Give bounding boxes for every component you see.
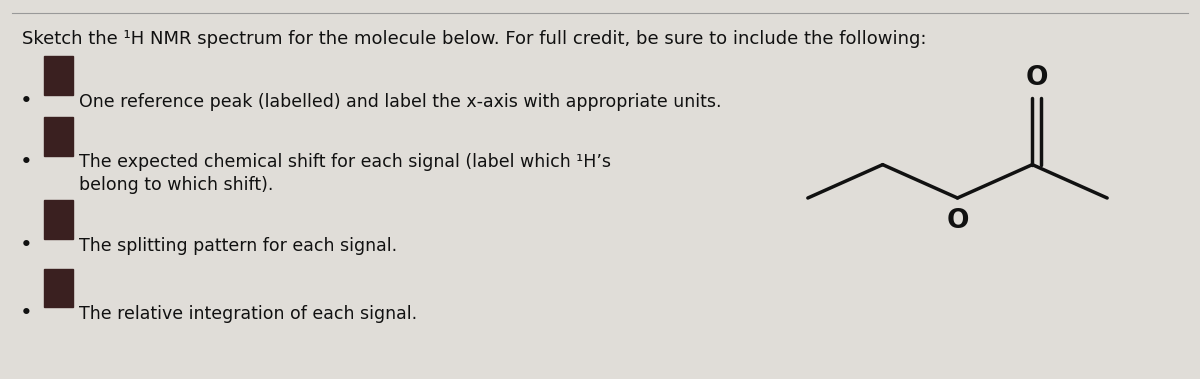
FancyBboxPatch shape: [44, 269, 73, 307]
Text: •: •: [20, 235, 32, 255]
Text: The relative integration of each signal.: The relative integration of each signal.: [79, 305, 418, 323]
Text: •: •: [20, 303, 32, 323]
Text: O: O: [1025, 65, 1048, 91]
Text: O: O: [947, 208, 968, 234]
Text: The splitting pattern for each signal.: The splitting pattern for each signal.: [79, 237, 397, 255]
Text: Sketch the ¹H NMR spectrum for the molecule below. For full credit, be sure to i: Sketch the ¹H NMR spectrum for the molec…: [22, 30, 926, 48]
Text: •: •: [20, 91, 32, 111]
FancyBboxPatch shape: [44, 200, 73, 239]
FancyBboxPatch shape: [44, 117, 73, 156]
Text: •: •: [20, 152, 32, 172]
Text: One reference peak (labelled) and label the x-axis with appropriate units.: One reference peak (labelled) and label …: [79, 93, 721, 111]
FancyBboxPatch shape: [44, 56, 73, 95]
Text: The expected chemical shift for each signal (label which ¹H’s
belong to which sh: The expected chemical shift for each sig…: [79, 153, 611, 194]
